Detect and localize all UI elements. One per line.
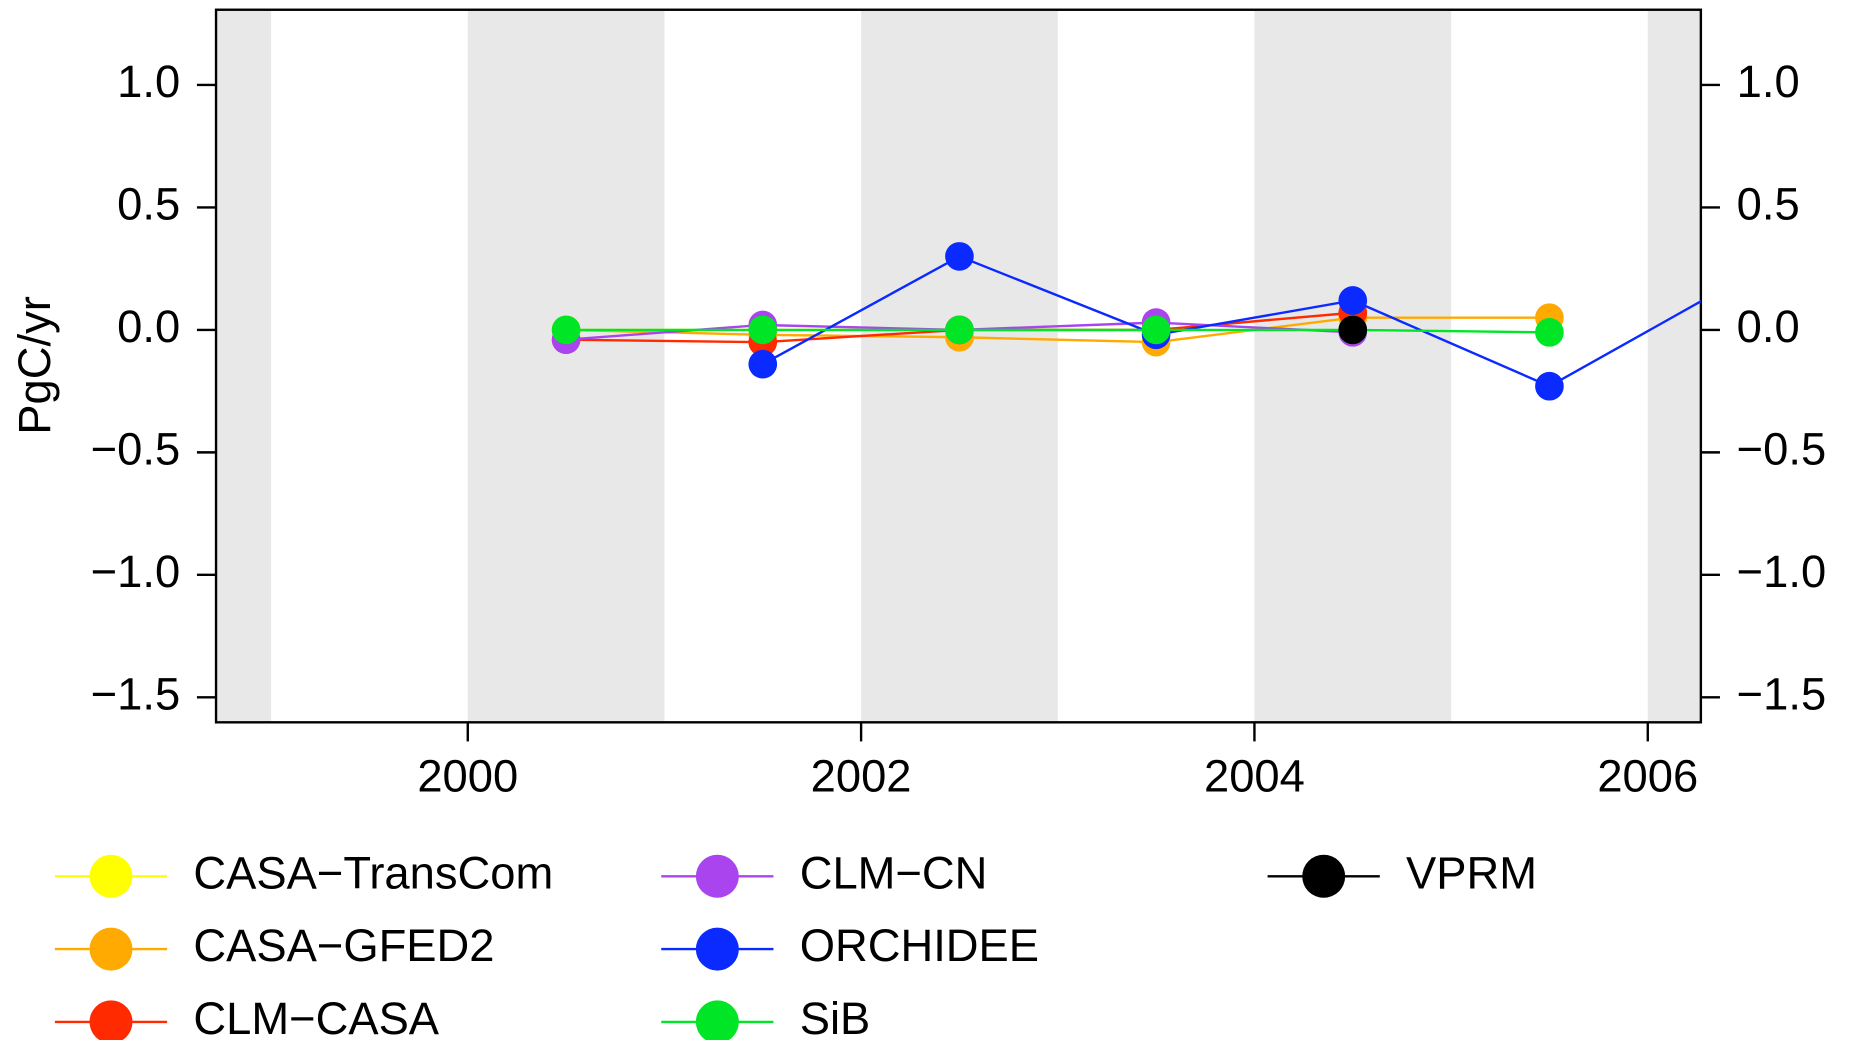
point xyxy=(1732,262,1761,291)
point xyxy=(1338,315,1368,345)
shaded-band xyxy=(1254,9,1452,723)
shaded-band xyxy=(467,9,665,723)
y-tick-label: 1.0 xyxy=(117,56,180,107)
series-line xyxy=(566,316,1550,344)
point xyxy=(945,242,974,271)
point xyxy=(945,315,974,345)
y2-tick-label: −0.5 xyxy=(1737,423,1827,474)
y2-tick-label: −1.0 xyxy=(1737,546,1827,597)
y-axis-label: PgC/yr xyxy=(9,296,60,435)
legend-label: CLM−CASA xyxy=(193,993,439,1040)
point xyxy=(1535,371,1564,401)
point xyxy=(1535,318,1564,347)
legend-label: CLM−CN xyxy=(800,847,988,898)
plot-frame xyxy=(214,8,1703,724)
x-tick-label: 2002 xyxy=(811,751,912,802)
point xyxy=(551,315,581,345)
x-tick-label: 2000 xyxy=(417,751,518,802)
y2-tick-label: 0.0 xyxy=(1737,301,1800,352)
legend-label: CASA−GFED2 xyxy=(193,920,494,971)
legend-label: CASA−TransCom xyxy=(193,847,553,898)
y2-tick-label: 0.5 xyxy=(1737,178,1800,229)
y-tick-label: 0.5 xyxy=(117,178,180,229)
legend-label: ORCHIDEE xyxy=(800,920,1039,971)
series-line xyxy=(762,255,1701,388)
point xyxy=(1338,286,1368,315)
series-line xyxy=(566,328,1550,334)
shaded-band xyxy=(1647,9,1701,723)
point xyxy=(1141,315,1171,345)
legend-label: SiB xyxy=(800,993,871,1040)
shaded-band xyxy=(216,9,272,723)
legend-marker xyxy=(89,1000,133,1040)
y-tick-label: −1.0 xyxy=(91,546,181,597)
x-tick-label: 2006 xyxy=(1597,751,1698,802)
plot-data xyxy=(551,242,1761,401)
legend-marker xyxy=(695,854,739,898)
y2-tick-label: −1.5 xyxy=(1737,668,1827,719)
point xyxy=(748,315,778,345)
legend-label: VPRM xyxy=(1406,847,1537,898)
legend-marker xyxy=(89,927,133,971)
y-tick-label: 0.0 xyxy=(117,301,180,352)
y-tick-label: −1.5 xyxy=(91,668,181,719)
legend-marker xyxy=(1302,854,1346,898)
point xyxy=(748,349,778,379)
shaded-band xyxy=(861,9,1058,723)
y2-tick-label: 1.0 xyxy=(1737,56,1800,107)
x-tick-label: 2004 xyxy=(1204,751,1305,802)
y-tick-label: −0.5 xyxy=(91,423,181,474)
legend-marker xyxy=(89,854,133,898)
legend-marker xyxy=(695,1000,739,1040)
legend-marker xyxy=(695,927,739,971)
